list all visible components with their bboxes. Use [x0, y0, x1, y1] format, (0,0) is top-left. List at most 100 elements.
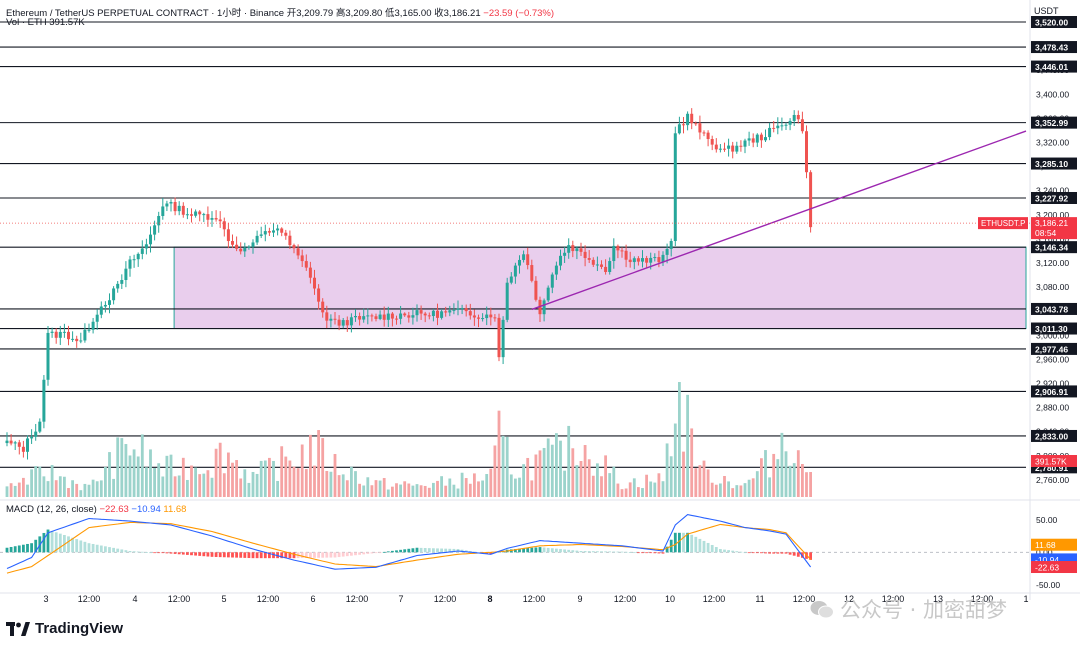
candle-body	[481, 318, 485, 320]
volume-bar	[75, 483, 79, 497]
price-level-label: 3,146.34	[1035, 243, 1068, 253]
candle-body	[690, 113, 694, 124]
macd-histogram-bar	[546, 547, 550, 553]
volume-bar	[46, 481, 50, 497]
volume-bar	[54, 480, 58, 497]
volume-bar	[772, 453, 776, 497]
price-level-label: 2,780.91	[1035, 463, 1068, 473]
volume-bar	[173, 476, 177, 497]
candle-body	[641, 258, 644, 262]
candle-body	[210, 218, 214, 220]
candle-body	[751, 138, 755, 143]
candle-body	[112, 288, 116, 301]
time-axis-tick: 12:00	[168, 594, 191, 604]
volume-bar	[165, 455, 169, 497]
volume-bar	[366, 477, 370, 497]
candle-body	[341, 320, 345, 326]
volume-bar	[706, 469, 710, 497]
candle-body	[284, 232, 288, 236]
candle-body	[370, 315, 374, 317]
volume-bar	[678, 382, 681, 497]
macd-histogram-bar	[255, 552, 259, 559]
volume-bar	[567, 425, 571, 497]
volume-bar	[26, 484, 29, 497]
macd-histogram-bar	[768, 552, 771, 554]
volume-bar	[304, 469, 308, 497]
candle-body	[694, 123, 698, 125]
macd-histogram-bar	[149, 552, 152, 554]
macd-histogram-bar	[181, 552, 185, 555]
macd-histogram-bar	[247, 552, 251, 559]
candle-body	[325, 312, 329, 321]
candle-body	[546, 287, 550, 301]
volume-bar	[13, 485, 17, 497]
volume-bar	[468, 483, 472, 497]
volume-bar	[452, 484, 456, 497]
volume-bar	[251, 471, 255, 497]
volume-bar	[296, 468, 300, 497]
candle-body	[206, 214, 210, 220]
price-axis-tick: 3,320.00	[1036, 138, 1069, 148]
candle-body	[600, 264, 603, 267]
candle-body	[198, 211, 202, 215]
macd-histogram-bar	[719, 549, 722, 553]
macd-histogram-bar	[784, 552, 788, 554]
candle-body	[542, 300, 546, 315]
macd-histogram-bar	[440, 548, 443, 553]
candle-body	[103, 304, 107, 307]
macd-histogram-bar	[309, 552, 312, 558]
candle-body	[800, 119, 804, 132]
candle-body	[686, 113, 690, 126]
currency-label[interactable]: USDT	[1034, 6, 1059, 16]
candle-body	[58, 331, 62, 338]
candle-body	[706, 132, 710, 140]
price-axis-tick: 2,880.00	[1036, 403, 1069, 413]
candle-body	[505, 282, 509, 320]
macd-histogram-bar	[542, 547, 546, 553]
macd-histogram-bar	[272, 552, 275, 559]
volume-bar	[501, 435, 505, 497]
macd-histogram-bar	[596, 551, 599, 553]
volume-bar	[403, 481, 407, 497]
time-axis-tick: 10	[665, 594, 675, 604]
change-value: −23.59 (−0.73%)	[483, 8, 555, 19]
time-axis-tick: 12:00	[971, 594, 994, 604]
volume-bar	[370, 485, 374, 497]
macd-histogram-bar	[399, 549, 402, 553]
candle-body	[431, 310, 435, 317]
macd-histogram-bar	[641, 552, 644, 554]
volume-bar	[227, 452, 230, 497]
candle-body	[79, 340, 83, 342]
macd-histogram-bar	[354, 552, 357, 556]
volume-bar	[309, 434, 312, 497]
macd-histogram-bar	[251, 552, 255, 559]
candle-body	[436, 310, 439, 318]
volume-bar	[399, 484, 402, 497]
macd-histogram-bar	[345, 552, 349, 557]
candle-body	[30, 436, 34, 439]
candle-body	[411, 315, 415, 318]
time-axis-tick: 12:00	[793, 594, 816, 604]
candle-body	[403, 313, 407, 316]
candle-body	[714, 144, 718, 150]
volume-bar	[710, 482, 714, 497]
volume-bar	[788, 465, 792, 497]
volume-bar	[194, 467, 197, 497]
candle-body	[263, 231, 267, 235]
volume-bar	[755, 471, 759, 497]
candle-body	[46, 332, 50, 380]
volume-bar	[550, 444, 554, 497]
time-axis-tick: 12:00	[346, 594, 369, 604]
volume-bar	[67, 488, 70, 497]
candle-body	[710, 139, 714, 145]
tradingview-logo[interactable]: TradingView	[6, 620, 123, 637]
candle-body	[805, 131, 808, 173]
time-axis-tick: 4	[132, 594, 137, 604]
candle-body	[550, 274, 554, 288]
macd-histogram-bar	[268, 552, 271, 559]
candle-body	[17, 442, 21, 447]
time-axis-tick: 12	[844, 594, 854, 604]
volume-bar	[747, 479, 751, 497]
